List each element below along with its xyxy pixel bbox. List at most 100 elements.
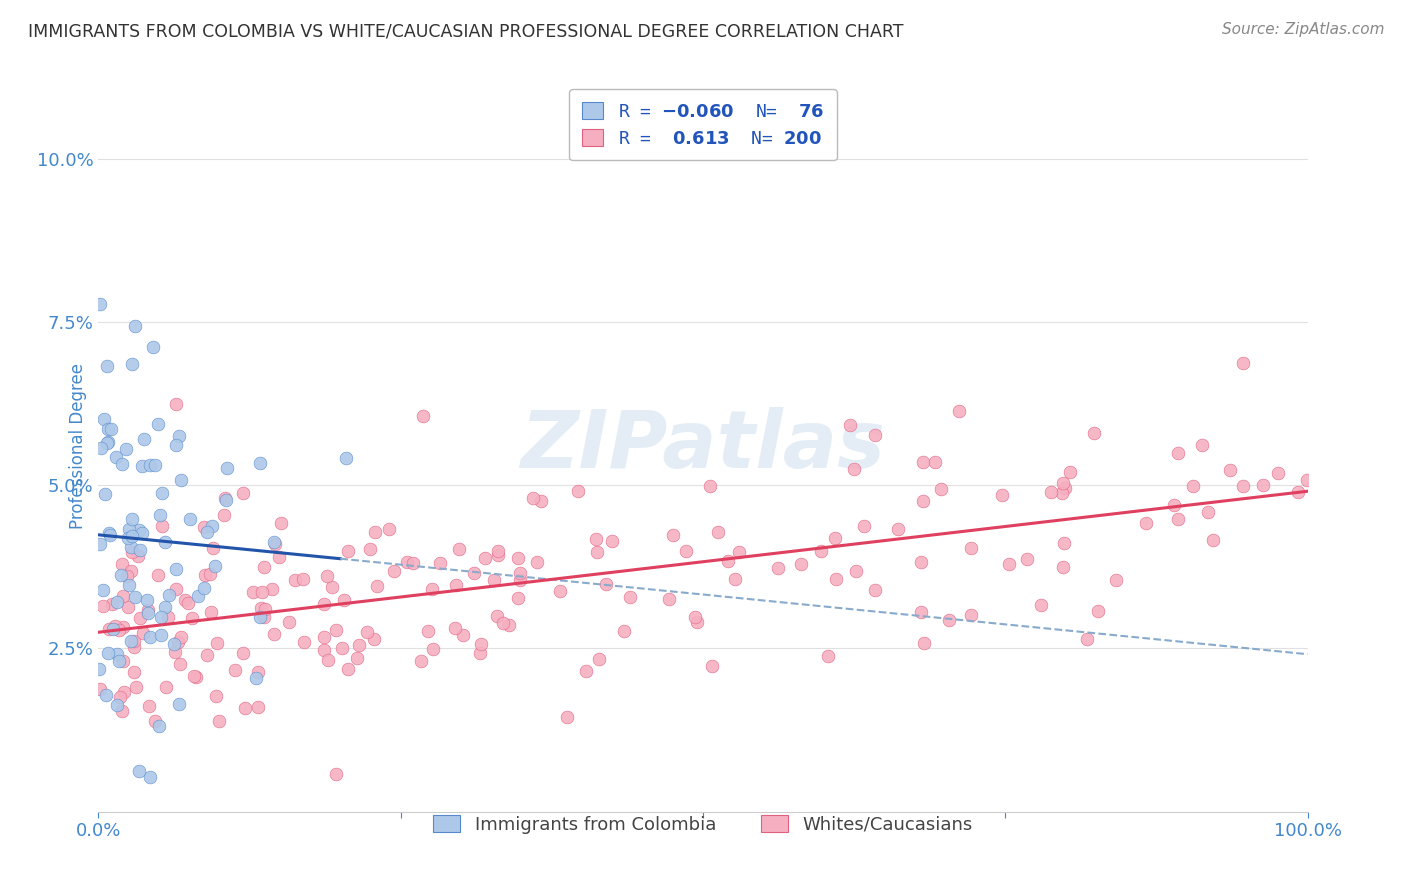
- Point: [330, 640, 353, 655]
- Point: [263, 537, 285, 551]
- Point: [104, 619, 127, 633]
- Point: [120, 634, 142, 648]
- Point: [100, 528, 122, 542]
- Point: [97, 646, 120, 660]
- Point: [249, 456, 271, 470]
- Point: [449, 541, 471, 556]
- Point: [193, 519, 215, 533]
- Point: [325, 623, 347, 637]
- Point: [194, 568, 217, 582]
- Point: [127, 549, 149, 563]
- Point: [121, 357, 143, 371]
- Point: [93, 412, 115, 426]
- Point: [555, 710, 578, 724]
- Point: [463, 566, 485, 580]
- Point: [117, 600, 139, 615]
- Point: [105, 698, 128, 712]
- Point: [150, 609, 173, 624]
- Point: [205, 635, 228, 649]
- Point: [810, 544, 832, 558]
- Point: [842, 462, 865, 476]
- Point: [444, 621, 467, 635]
- Point: [165, 645, 187, 659]
- Point: [291, 572, 314, 586]
- Point: [163, 637, 186, 651]
- Point: [155, 680, 177, 694]
- Point: [356, 625, 378, 640]
- Point: [232, 646, 254, 660]
- Point: [382, 564, 405, 578]
- Point: [402, 556, 425, 570]
- Point: [600, 534, 623, 549]
- Point: [96, 688, 118, 702]
- Point: [910, 605, 932, 619]
- Point: [125, 681, 148, 695]
- Point: [366, 579, 388, 593]
- Point: [314, 597, 336, 611]
- Point: [1201, 533, 1223, 548]
- Point: [91, 582, 114, 597]
- Point: [470, 646, 492, 660]
- Point: [105, 594, 128, 608]
- Point: [863, 428, 886, 442]
- Point: [314, 643, 336, 657]
- Point: [817, 648, 839, 663]
- Point: [1191, 438, 1213, 452]
- Point: [157, 588, 180, 602]
- Point: [200, 606, 222, 620]
- Point: [153, 600, 176, 615]
- Point: [128, 611, 150, 625]
- Point: [699, 479, 721, 493]
- Point: [198, 566, 221, 581]
- Point: [948, 404, 970, 418]
- Point: [146, 567, 169, 582]
- Point: [111, 705, 134, 719]
- Point: [1052, 476, 1074, 491]
- Point: [120, 540, 142, 554]
- Point: [193, 581, 215, 595]
- Point: [825, 573, 848, 587]
- Point: [108, 690, 131, 704]
- Point: [155, 534, 177, 549]
- Point: [863, 582, 886, 597]
- Point: [167, 429, 190, 443]
- Point: [1059, 465, 1081, 479]
- Point: [349, 638, 371, 652]
- Point: [486, 543, 509, 558]
- Point: [122, 665, 145, 679]
- Point: [246, 700, 269, 714]
- Point: [335, 450, 357, 465]
- Point: [683, 609, 706, 624]
- Point: [485, 609, 508, 624]
- Point: [1135, 516, 1157, 530]
- Point: [179, 512, 201, 526]
- Point: [411, 654, 433, 668]
- Point: [204, 559, 226, 574]
- Point: [613, 624, 636, 638]
- Point: [121, 512, 143, 526]
- Point: [157, 610, 180, 624]
- Point: [245, 671, 267, 685]
- Point: [215, 492, 238, 507]
- Point: [89, 537, 111, 551]
- Point: [924, 455, 946, 469]
- Point: [1052, 560, 1074, 574]
- Point: [121, 529, 143, 543]
- Point: [112, 685, 135, 699]
- Point: [845, 565, 868, 579]
- Point: [548, 584, 571, 599]
- Point: [124, 319, 146, 334]
- Point: [260, 582, 283, 596]
- Point: [716, 554, 738, 568]
- Point: [509, 566, 531, 581]
- Point: [165, 582, 187, 596]
- Point: [108, 654, 131, 668]
- Point: [96, 435, 118, 450]
- Point: [131, 526, 153, 541]
- Point: [165, 438, 187, 452]
- Point: [508, 591, 530, 605]
- Point: [470, 637, 492, 651]
- Point: [89, 681, 111, 696]
- Point: [149, 627, 172, 641]
- Point: [165, 562, 187, 576]
